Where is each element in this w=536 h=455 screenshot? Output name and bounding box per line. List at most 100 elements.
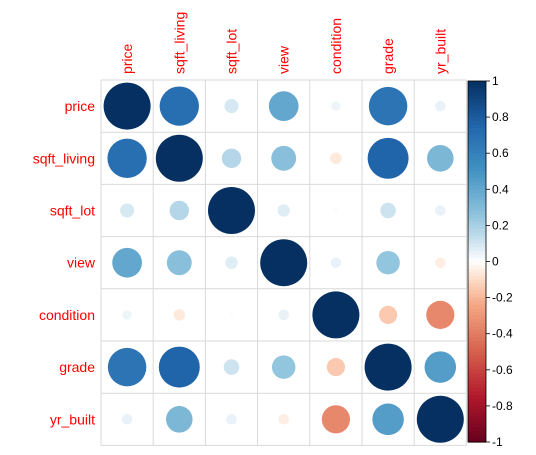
colorbar-segment xyxy=(468,373,486,378)
colorbar-segment xyxy=(468,344,486,349)
corr-circle-view-condition xyxy=(330,257,342,268)
colorbar-segment xyxy=(468,185,486,190)
corr-circle-sqft_living-condition xyxy=(330,152,342,165)
grid xyxy=(100,79,467,446)
corr-circle-grade-view xyxy=(271,355,296,379)
colorbar-segment xyxy=(468,308,486,313)
colorbar-segment xyxy=(468,243,486,248)
colorbar-segment xyxy=(468,405,486,411)
colorbar-tick-label: 0.4 xyxy=(492,182,509,196)
colorbar-segment xyxy=(468,438,486,443)
col-label-condition: condition xyxy=(328,18,344,74)
colorbar-segment xyxy=(468,131,486,136)
colorbar-segment xyxy=(468,164,486,169)
corr-circle-grade-price xyxy=(107,347,147,387)
column-labels: price sqft_living sqft_lot view condition gra… xyxy=(119,12,448,74)
colorbar-segment xyxy=(468,200,486,205)
corr-circle-sqft_living-sqft_lot xyxy=(221,148,242,168)
colorbar-segment xyxy=(468,423,486,429)
colorbar-segment xyxy=(468,113,486,118)
colorbar-tick-label: -0.2 xyxy=(492,291,513,305)
colorbar-segment xyxy=(468,283,486,288)
corr-circle-condition-view xyxy=(278,309,289,321)
colorbar-segment xyxy=(468,434,486,439)
corr-circle-view-price xyxy=(112,247,142,278)
corr-circle-grade-sqft_living xyxy=(158,346,200,388)
corr-circle-grade-grade xyxy=(364,343,412,391)
colorbar-segment xyxy=(468,135,486,140)
corr-circle-yr_built-grade xyxy=(372,403,404,436)
colorbar-segment xyxy=(468,275,486,281)
row-label-condition: condition xyxy=(39,307,95,323)
colorbar-segment xyxy=(468,387,486,393)
colorbar-segment xyxy=(468,127,486,133)
colorbar-segment xyxy=(468,319,486,324)
col-label-sqft_lot: sqft_lot xyxy=(224,29,240,74)
colorbar-segment xyxy=(468,427,486,432)
corr-circle-sqft_lot-grade xyxy=(380,202,396,219)
corr-circle-condition-grade xyxy=(378,305,398,325)
corr-circle-price-grade xyxy=(368,86,408,126)
colorbar-tick-label: 0 xyxy=(492,255,499,269)
colorbar-segment xyxy=(468,120,486,125)
colorbar-tick-label: 0.2 xyxy=(492,218,509,232)
colorbar-segment xyxy=(468,380,486,385)
corr-circle-yr_built-sqft_lot xyxy=(226,414,237,425)
colorbar-segment xyxy=(468,312,486,317)
colorbar-segment xyxy=(468,109,486,115)
corr-circle-sqft_lot-price xyxy=(120,203,135,218)
colorbar-segment xyxy=(468,337,486,342)
corr-circle-condition-price xyxy=(122,310,132,320)
corr-circle-view-sqft_lot xyxy=(225,256,238,269)
colorbar-segment xyxy=(468,91,486,97)
colorbar-segment xyxy=(468,189,486,194)
colorbar-segment xyxy=(468,81,486,86)
corr-circle-sqft_living-yr_built xyxy=(427,145,454,172)
colorbar-tick-label: -1 xyxy=(492,435,503,449)
colorbar: 1 0.8 0.6 0.4 0.2 0 -0.2 -0.4 -0.6 -0.8 -1 xyxy=(467,74,513,449)
corr-circle-grade-sqft_lot xyxy=(223,359,240,375)
colorbar-segment xyxy=(468,88,486,93)
colorbar-segment xyxy=(468,340,486,346)
colorbar-segment xyxy=(468,330,486,335)
corr-circle-sqft_living-sqft_living xyxy=(155,134,203,182)
colorbar-segment xyxy=(468,218,486,223)
correlation-circles xyxy=(103,82,464,443)
colorbar-segment xyxy=(468,413,486,418)
colorbar-segment xyxy=(468,290,486,295)
col-label-price: price xyxy=(119,43,135,74)
corr-circle-yr_built-price xyxy=(121,414,133,425)
colorbar-segment xyxy=(468,207,486,212)
corr-circle-sqft_living-view xyxy=(271,145,297,171)
colorbar-segment xyxy=(468,301,486,306)
row-label-sqft_lot: sqft_lot xyxy=(50,203,95,219)
colorbar-segment xyxy=(468,124,486,129)
colorbar-segment xyxy=(468,203,486,208)
corr-circle-grade-condition xyxy=(326,357,346,377)
colorbar-segment xyxy=(468,391,486,396)
corr-circle-price-condition xyxy=(331,101,341,111)
colorbar-segment xyxy=(468,160,486,165)
colorbar-segment xyxy=(468,171,486,176)
colorbar-tick-label: 1 xyxy=(492,74,499,88)
colorbar-segment xyxy=(468,106,486,111)
col-label-grade: grade xyxy=(380,38,396,74)
colorbar-segment xyxy=(468,174,486,180)
corr-circle-view-sqft_living xyxy=(166,250,192,276)
colorbar-segment xyxy=(468,192,486,198)
row-label-sqft_living: sqft_living xyxy=(33,150,95,166)
colorbar-segment xyxy=(468,178,486,183)
colorbar-segment xyxy=(468,232,486,237)
colorbar-segment xyxy=(468,250,486,255)
corr-circle-grade-yr_built xyxy=(424,351,457,383)
corr-circle-yr_built-condition xyxy=(321,405,350,434)
corr-circle-price-sqft_living xyxy=(159,86,199,126)
colorbar-segment xyxy=(468,214,486,219)
corr-circle-price-price xyxy=(103,82,151,130)
colorbar-segment xyxy=(468,210,486,216)
row-label-yr_built: yr_built xyxy=(50,411,95,427)
corr-circle-condition-condition xyxy=(312,291,360,339)
colorbar-segment xyxy=(468,145,486,151)
